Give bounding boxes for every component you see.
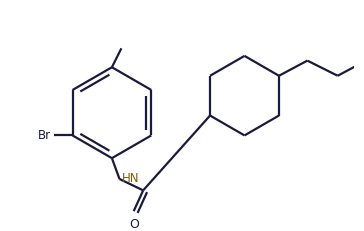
Text: O: O <box>129 218 139 231</box>
Text: HN: HN <box>121 172 139 185</box>
Text: Br: Br <box>37 129 51 142</box>
